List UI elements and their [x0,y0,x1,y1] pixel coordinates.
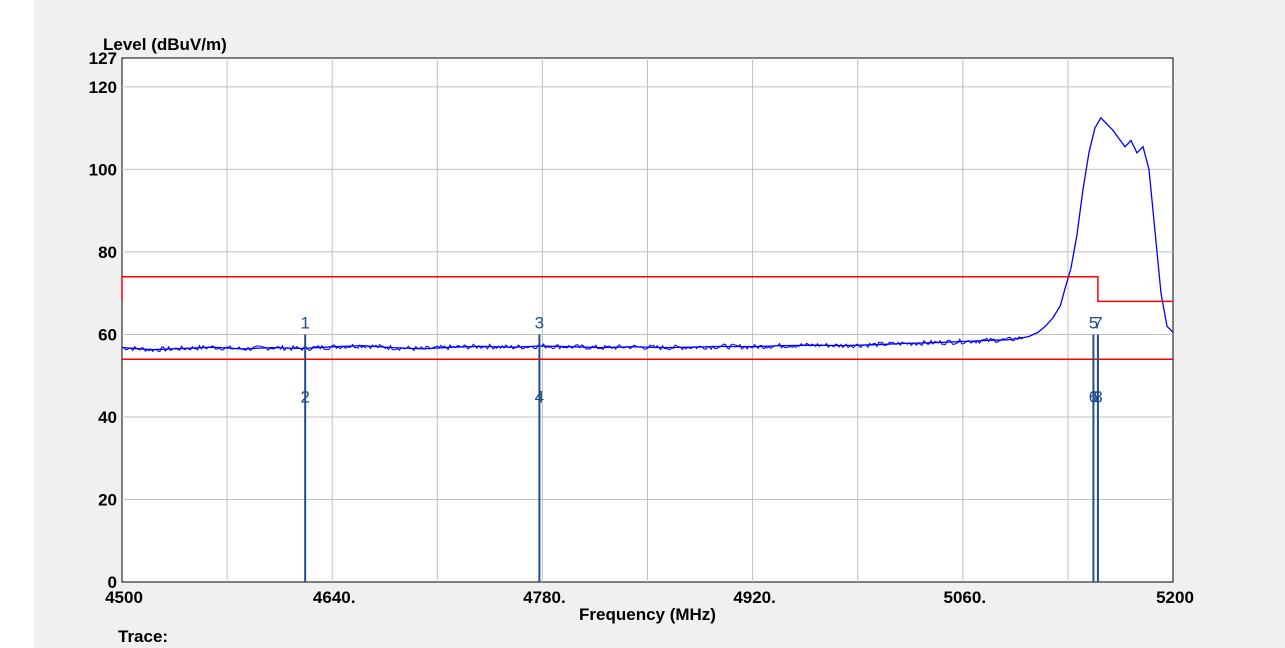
y-tick-label: 0 [108,573,117,592]
x-tick-label: 4640. [313,588,356,607]
trace-noise [121,335,1024,353]
marker-label: 1 [300,313,309,332]
marker-label: 3 [535,313,544,332]
y-tick-label: 40 [98,408,117,427]
x-tick-label: 4920. [733,588,776,607]
marker-label: 7 [1093,313,1102,332]
y-tick-label: 80 [98,243,117,262]
x-tick-label: 4500 [105,588,143,607]
x-tick-label: 5060. [944,588,987,607]
x-tick-label: 4780. [523,588,566,607]
y-tick-label: 100 [89,160,117,179]
x-axis-label: Frequency (MHz) [579,605,716,624]
grid [122,58,1173,582]
series-layer [121,116,1174,360]
x-tick-label: 5200 [1156,588,1194,607]
marker-label: 6 [1089,387,1098,406]
y-tick-label: 127 [89,49,117,68]
y-tick-label: 120 [89,78,117,97]
trace-label: Trace: [118,627,168,646]
series-line [121,116,1174,351]
series-line [121,275,1173,303]
y-tick-label: 20 [98,490,117,509]
y-axis-label: Level (dBuV/m) [103,35,227,54]
markers-layer: 1 2 3 4 5 6 7 8 [300,313,1103,582]
marker-label: 4 [535,387,544,406]
marker-label: 5 [1089,313,1098,332]
marker-label: 8 [1093,387,1102,406]
y-tick-label: 60 [98,325,117,344]
marker-label: 2 [300,387,309,406]
